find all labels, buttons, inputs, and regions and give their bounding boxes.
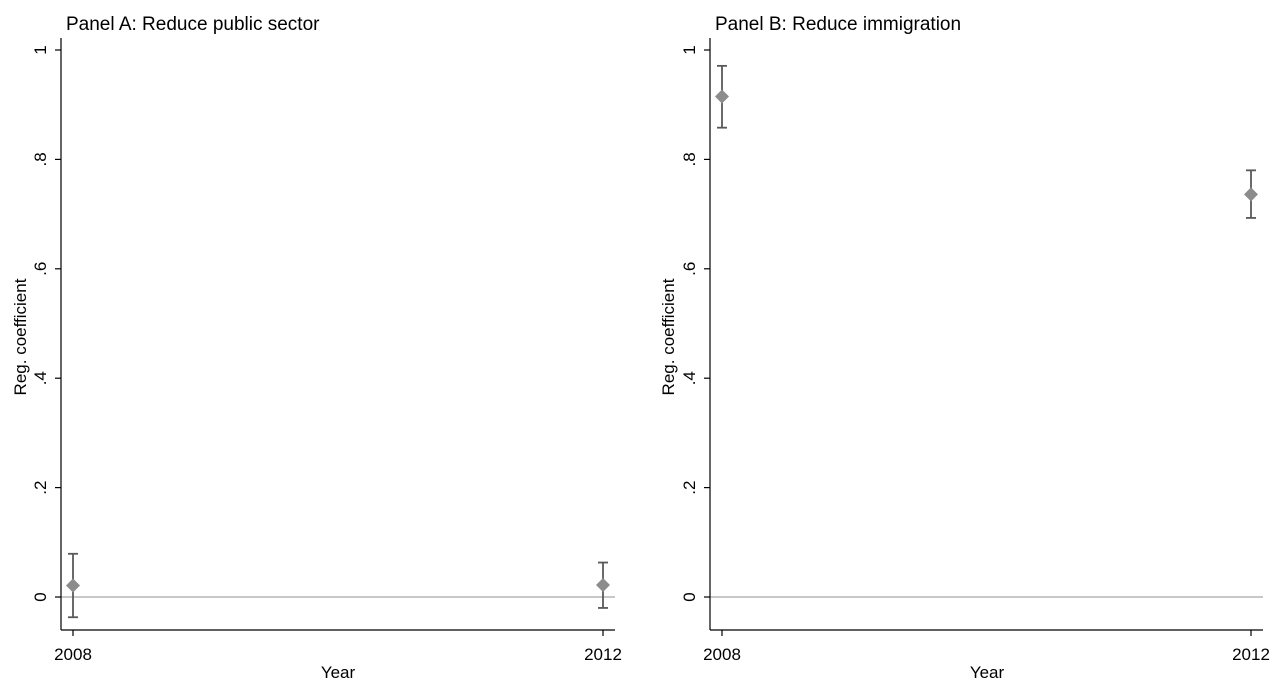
- x-tick-label: 2008: [54, 645, 92, 664]
- x-tick-label: 2012: [1232, 645, 1270, 664]
- y-tick-label: .6: [680, 262, 699, 276]
- y-tick-label: 0: [680, 592, 699, 601]
- coefficient-marker: [66, 578, 80, 593]
- coefficient-marker: [1244, 187, 1258, 202]
- y-tick-label: .8: [680, 152, 699, 166]
- y-tick-label: .4: [31, 371, 50, 385]
- y-tick-label: .4: [680, 371, 699, 385]
- coefficient-marker: [715, 89, 729, 104]
- x-axis-label: Year: [321, 663, 356, 681]
- y-tick-label: .6: [31, 262, 50, 276]
- x-tick-label: 2012: [584, 645, 622, 664]
- panel-title: Panel B: Reduce immigration: [715, 14, 961, 35]
- chart-panel-b: Panel B: Reduce immigration 0 .2 .4 .6 .8 1 Reg…: [659, 14, 1270, 681]
- y-tick-label: 1: [680, 45, 699, 54]
- y-tick-label: 0: [31, 592, 50, 601]
- coefficient-marker: [596, 577, 610, 592]
- y-tick-label: .8: [31, 152, 50, 166]
- y-tick-label: .2: [680, 481, 699, 495]
- x-axis-label: Year: [970, 663, 1005, 681]
- y-tick-label: 1: [31, 45, 50, 54]
- y-axis-label: Reg. coefficient: [659, 278, 678, 395]
- panel-title: Panel A: Reduce public sector: [66, 14, 320, 35]
- x-tick-label: 2008: [703, 645, 741, 664]
- y-axis-label: Reg. coefficient: [11, 278, 30, 395]
- chart-panel-a: Panel A: Reduce public sector 0 .2 .4 .6 .8 1 R…: [11, 14, 622, 681]
- y-tick-label: .2: [31, 481, 50, 495]
